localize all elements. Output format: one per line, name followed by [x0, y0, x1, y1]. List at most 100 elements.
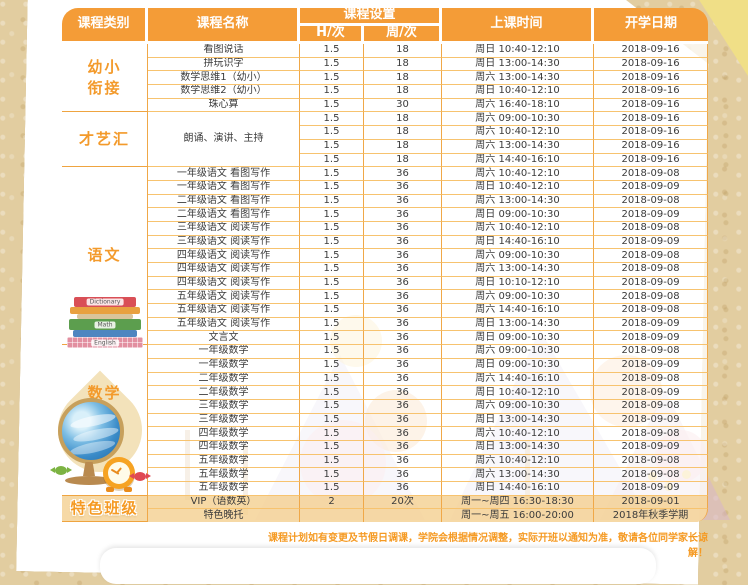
weekly-sessions-cell: 18 [364, 153, 443, 168]
table-row: 五年级语文 阅读写作 1.5 36 周六 09:00-10:30 2018-09-08 [62, 290, 709, 305]
header-start-date: 开学日期 [594, 8, 709, 44]
course-name-cell: VIP（语数英） [148, 495, 300, 510]
weekly-sessions-cell: 36 [364, 399, 443, 414]
class-time-cell: 周六 14:40-16:10 [442, 153, 595, 168]
course-name-cell: 五年级数学 [148, 482, 300, 496]
hours-cell: 1.5 [300, 440, 364, 455]
course-name-cell: 四年级数学 [148, 440, 300, 455]
weekly-sessions-cell: 36 [364, 304, 443, 318]
class-time-cell: 周六 13:00-14:30 [442, 468, 595, 482]
class-time-cell: 周六 09:00-10:30 [442, 112, 595, 127]
class-time-cell: 周六 13:00-14:30 [442, 194, 595, 209]
course-name-cell: 三年级语文 阅读写作 [148, 221, 300, 236]
hours-cell: 1.5 [300, 249, 364, 263]
course-name-cell: 五年级语文 阅读写作 [148, 304, 300, 318]
hours-cell: 1.5 [300, 194, 364, 209]
hours-cell: 1.5 [300, 482, 364, 496]
start-date-cell: 2018-09-08 [594, 468, 709, 482]
course-name-cell: 四年级语文 阅读写作 [148, 276, 300, 291]
hours-cell: 1.5 [300, 153, 364, 168]
start-date-cell: 2018年秋季学期 [594, 509, 709, 523]
table-row: 二年级数学 1.5 36 周六 14:40-16:10 2018-09-08 [62, 372, 709, 387]
table-row: 数学思维2（幼小） 1.5 18 周日 10:40-12:10 2018-09-16 [62, 85, 709, 99]
course-name-cell: 二年级语文 看图写作 [148, 194, 300, 209]
class-time-cell: 周六 10:40-12:10 [442, 427, 595, 441]
weekly-sessions-cell: 20次 [364, 495, 443, 510]
table-header: 课程类别 课程名称 课程设置 上课时间 开学日期 H/次 周/次 [62, 8, 709, 44]
table-row: 才艺汇 朗诵、演讲、主持 1.5 18 周六 09:00-10:30 2018-09-16 [62, 112, 709, 168]
globe-sphere [58, 398, 124, 464]
header-course-name: 课程名称 [148, 8, 300, 44]
weekly-sessions-cell: 18 [364, 85, 443, 99]
weekly-sessions-cell: 36 [364, 413, 443, 428]
hours-cell: 1.5 [300, 263, 364, 277]
book-label: Math [94, 321, 116, 328]
start-date-cell: 2018-09-08 [594, 427, 709, 441]
table-row: 1.5 18 周六 14:40-16:10 2018-09-16 [62, 153, 709, 168]
hours-cell: 1.5 [300, 304, 364, 318]
hours-cell [300, 509, 364, 523]
header-category: 课程类别 [62, 8, 148, 44]
class-time-cell: 周日 13:00-14:30 [442, 413, 595, 428]
class-time-cell: 周日 10:40-12:10 [442, 85, 595, 99]
class-time-cell: 周日 13:00-14:30 [442, 440, 595, 455]
weekly-sessions-cell: 36 [364, 386, 443, 400]
start-date-cell: 2018-09-16 [594, 44, 709, 58]
globe-stand [83, 462, 95, 476]
weekly-sessions-cell: 36 [364, 427, 443, 441]
weekly-sessions-cell: 36 [364, 331, 443, 346]
class-time-cell: 周六 10:40-12:10 [442, 126, 595, 140]
start-date-cell: 2018-09-08 [594, 345, 709, 359]
weekly-sessions-cell [364, 509, 443, 523]
course-name-cell: 二年级语文 看图写作 [148, 208, 300, 222]
table-row: 四年级语文 阅读写作 1.5 36 周日 10:10-12:10 2018-09-09 [62, 276, 709, 291]
start-date-cell: 2018-09-08 [594, 249, 709, 263]
start-date-cell: 2018-09-16 [594, 139, 709, 154]
hours-cell: 1.5 [300, 468, 364, 482]
course-name-cell: 珠心算 [148, 98, 300, 113]
table-row: 文言文 1.5 36 周日 09:00-10:30 2018-09-09 [62, 331, 709, 346]
hours-cell: 1.5 [300, 386, 364, 400]
book-label: Dictionary [86, 298, 124, 306]
category-cell-tese: 特色班级 [62, 495, 148, 523]
weekly-sessions-cell: 30 [364, 98, 443, 113]
table-row: 五年级语文 阅读写作 1.5 36 周日 13:00-14:30 2018-09-09 [62, 317, 709, 332]
candy-icon [129, 472, 151, 481]
class-time-cell: 周日 10:40-12:10 [442, 386, 595, 400]
course-name-cell: 四年级语文 阅读写作 [148, 249, 300, 263]
hours-cell: 1.5 [300, 290, 364, 305]
start-date-cell: 2018-09-16 [594, 85, 709, 99]
start-date-cell: 2018-09-08 [594, 399, 709, 414]
course-name-cell: 特色晚托 [148, 509, 300, 523]
table-row: 拼玩识字 1.5 18 周日 13:00-14:30 2018-09-16 [62, 57, 709, 72]
hours-cell: 1.5 [300, 44, 364, 58]
hours-cell: 1.5 [300, 221, 364, 236]
class-time-cell: 周六 13:00-14:30 [442, 139, 595, 154]
course-name-cell: 二年级数学 [148, 386, 300, 400]
start-date-cell: 2018-09-09 [594, 317, 709, 332]
start-date-cell: 2018-09-08 [594, 221, 709, 236]
table-row: 五年级数学 1.5 36 周日 14:40-16:10 2018-09-09 [62, 482, 709, 496]
class-time-cell: 周六 09:00-10:30 [442, 399, 595, 414]
class-time-cell: 周六 09:00-10:30 [442, 345, 595, 359]
book-icon: English [67, 337, 143, 348]
hours-cell: 1.5 [300, 180, 364, 195]
class-time-cell: 周六 09:00-10:30 [442, 290, 595, 305]
hours-cell: 1.5 [300, 317, 364, 332]
class-time-cell: 周六 13:00-14:30 [442, 71, 595, 86]
start-date-cell: 2018-09-09 [594, 180, 709, 195]
clock-foot [106, 487, 114, 492]
start-date-cell: 2018-09-08 [594, 167, 709, 181]
table-row: 二年级语文 看图写作 1.5 36 周日 09:00-10:30 2018-09-09 [62, 208, 709, 222]
table-row: 数学思维1（幼小） 1.5 18 周六 13:00-14:30 2018-09-16 [62, 71, 709, 86]
globe-base [65, 476, 113, 485]
weekly-sessions-cell: 18 [364, 57, 443, 72]
course-name-cell: 五年级语文 阅读写作 [148, 317, 300, 332]
class-time-cell: 周日 10:40-12:10 [442, 180, 595, 195]
table-row: 1.5 18 周六 10:40-12:10 2018-09-16 [62, 126, 709, 140]
weekly-sessions-cell: 18 [364, 126, 443, 140]
start-date-cell: 2018-09-16 [594, 71, 709, 86]
globe-icon [56, 398, 146, 485]
table-row: 特色晚托 周一~周五 16:00-20:00 2018年秋季学期 [62, 509, 709, 523]
weekly-sessions-cell: 36 [364, 482, 443, 496]
